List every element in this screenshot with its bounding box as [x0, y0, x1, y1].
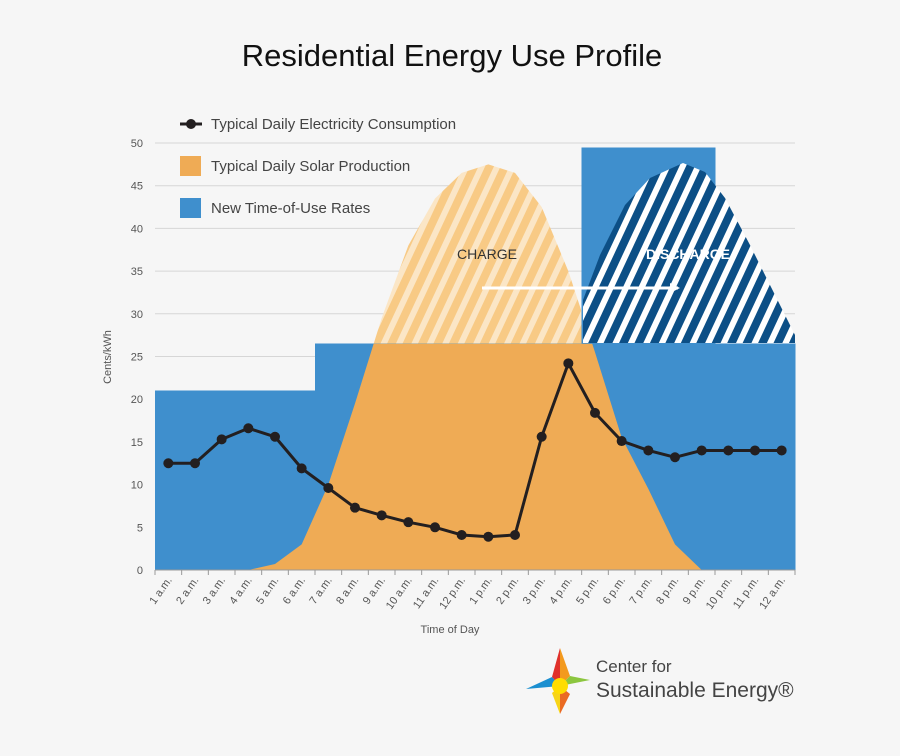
y-tick-label: 40 — [131, 223, 143, 235]
consumption-point — [750, 445, 760, 456]
consumption-point — [243, 423, 254, 434]
consumption-point — [643, 445, 654, 456]
rate-bar — [181, 390, 209, 570]
legend-swatch — [180, 198, 201, 218]
consumption-point — [590, 407, 600, 418]
consumption-point — [723, 445, 734, 456]
legend-marker — [186, 119, 196, 129]
y-tick-label: 30 — [131, 309, 143, 321]
x-axis-label: Time of Day — [421, 624, 480, 636]
rate-bar — [741, 343, 769, 570]
consumption-point — [403, 517, 414, 528]
consumption-point — [296, 463, 307, 474]
consumption-point — [670, 452, 680, 463]
y-tick-label: 15 — [131, 437, 143, 449]
legend-label: New Time-of-Use Rates — [211, 200, 370, 217]
charge-label: CHARGE — [457, 246, 517, 262]
consumption-point — [430, 522, 440, 533]
y-tick-label: 50 — [131, 138, 143, 150]
legend-swatch — [180, 156, 201, 176]
y-axis-label: Cents/kWh — [102, 330, 114, 384]
consumption-point — [376, 510, 387, 521]
consumption-point — [190, 458, 200, 469]
y-tick-label: 0 — [137, 565, 143, 577]
rate-bar — [208, 390, 236, 570]
legend-label: Typical Daily Electricity Consumption — [211, 116, 456, 133]
y-tick-label: 20 — [131, 394, 143, 406]
logo-icon — [526, 648, 590, 714]
y-tick-label: 5 — [137, 522, 143, 534]
y-tick-label: 25 — [131, 352, 143, 364]
consumption-point — [163, 458, 174, 469]
y-tick-label: 10 — [131, 480, 143, 492]
consumption-point — [323, 483, 334, 494]
consumption-point — [776, 445, 787, 456]
rate-bar — [768, 343, 796, 570]
consumption-point — [563, 358, 574, 369]
discharge-label: DISCHARGE — [646, 246, 730, 262]
rate-bar — [155, 390, 183, 570]
solar-solid-layer — [168, 343, 782, 570]
legend-label: Typical Daily Solar Production — [211, 158, 410, 175]
rate-bar — [235, 390, 263, 570]
y-tick-label: 35 — [131, 266, 143, 278]
rate-bar — [715, 343, 743, 570]
consumption-point — [456, 529, 467, 540]
chart-title: Residential Energy Use Profile — [242, 38, 662, 73]
consumption-point — [483, 531, 494, 542]
logo-line-1: Center for — [596, 657, 672, 676]
consumption-point — [270, 431, 280, 442]
consumption-point — [216, 434, 227, 445]
rate-bar — [261, 390, 289, 570]
discharge-area — [583, 163, 795, 343]
solar-area — [168, 343, 782, 570]
line-layer — [163, 358, 787, 542]
y-tick-label: 45 — [131, 181, 143, 193]
consumption-point — [350, 502, 360, 513]
consumption-point — [536, 431, 547, 442]
consumption-point — [696, 445, 707, 456]
legend: Typical Daily Electricity Consumption Typ… — [180, 116, 456, 218]
consumption-point — [616, 436, 627, 447]
consumption-point — [510, 529, 520, 540]
logo-line-2: Sustainable Energy® — [596, 679, 794, 702]
